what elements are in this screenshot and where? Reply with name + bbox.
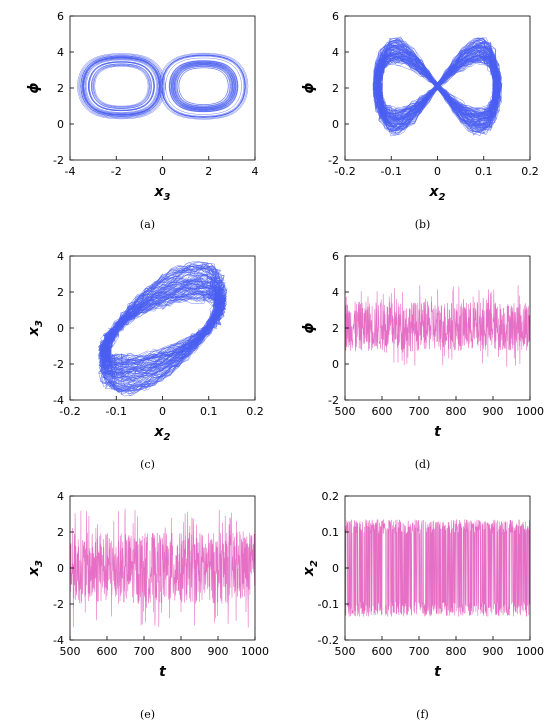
x-axis-label: x2 (154, 424, 171, 443)
x-tick-label: 500 (335, 645, 356, 658)
y-tick-label: 4 (332, 46, 339, 59)
chart-svg-b: -0.2 -0.1 0 0.1 0.2 -2 0 2 4 6 x2 ϕ (301, 10, 539, 203)
x-tick-label: 900 (483, 645, 504, 658)
y-tick-label: 6 (57, 10, 64, 23)
x-tick-label: 800 (171, 645, 192, 658)
y-tick-label: 6 (332, 10, 339, 23)
chart-panel-a: -4 -2 0 2 4 -2 0 2 4 6 x3 ϕ (0, 0, 275, 215)
chart-panel-d: 500 600 700 800 900 1000 -2 0 2 4 6 t ϕ (275, 240, 550, 455)
y-tick-label: 0.1 (322, 526, 340, 539)
series-line (372, 36, 503, 137)
x-tick-label: 600 (372, 645, 393, 658)
x-axis-label: x3 (154, 184, 171, 203)
y-tick-label: 2 (332, 322, 339, 335)
x-tick-label: 0 (159, 405, 166, 418)
x-tick-label: 0.1 (200, 405, 218, 418)
x-axis-label: t (159, 664, 167, 680)
chart-svg-c: -0.2 -0.1 0 0.1 0.2 -4 -2 0 2 4 x2 x3 (26, 250, 264, 443)
y-tick-label: -2 (53, 598, 64, 611)
chart-svg-f: 500 600 700 800 900 1000 -0.2 -0.1 0 0.1 0.2 t x2 (301, 490, 544, 680)
x-tick-label: 500 (60, 645, 81, 658)
chart-panel-e: 500 600 700 800 900 1000 -4 -2 0 2 4 t x3 (0, 480, 275, 695)
y-tick-label: 4 (332, 286, 339, 299)
x-tick-label: -0.1 (106, 405, 127, 418)
x-tick-label: 600 (97, 645, 118, 658)
series-line (345, 519, 530, 617)
y-tick-label: -2 (328, 154, 339, 167)
x-tick-label: 0 (434, 165, 441, 178)
x-tick-label: 1000 (516, 645, 544, 658)
y-axis-label: x2 (301, 560, 320, 577)
x-axis-label: x2 (429, 184, 446, 203)
x-axis-label: t (434, 664, 442, 680)
x-tick-label: 900 (483, 405, 504, 418)
panel-caption: (e) (139, 708, 156, 721)
panel-caption: (f) (416, 708, 429, 721)
x-tick-label: -4 (65, 165, 76, 178)
y-tick-label: -2 (328, 394, 339, 407)
y-tick-label: 4 (57, 250, 64, 263)
x-tick-label: 800 (446, 645, 467, 658)
x-tick-label: 4 (252, 165, 259, 178)
y-tick-label: 4 (57, 490, 64, 503)
series-line (97, 261, 228, 397)
y-tick-label: 0.2 (322, 490, 340, 503)
x-tick-label: 0 (159, 165, 166, 178)
x-tick-label: 2 (205, 165, 212, 178)
panel-caption: (a) (139, 218, 156, 231)
y-tick-label: 0 (332, 118, 339, 131)
y-tick-label: 0 (57, 118, 64, 131)
y-tick-label: -2 (53, 154, 64, 167)
y-tick-label: 0 (57, 562, 64, 575)
x-tick-label: 1000 (241, 645, 269, 658)
y-tick-label: 0 (57, 322, 64, 335)
chart-svg-d: 500 600 700 800 900 1000 -2 0 2 4 6 t ϕ (301, 250, 544, 440)
x-tick-label: 0.2 (246, 405, 264, 418)
panel-caption: (d) (414, 458, 431, 471)
x-tick-label: 700 (409, 405, 430, 418)
y-tick-label: -4 (53, 394, 64, 407)
x-tick-label: -0.2 (59, 405, 80, 418)
x-tick-label: -2 (111, 165, 122, 178)
y-tick-label: 0 (332, 562, 339, 575)
y-tick-label: -0.1 (318, 598, 339, 611)
panel-caption: (c) (140, 458, 155, 471)
x-tick-label: 800 (446, 405, 467, 418)
y-tick-label: -0.2 (318, 634, 339, 647)
y-tick-label: 4 (57, 46, 64, 59)
y-tick-label: 0 (332, 358, 339, 371)
series-line (77, 52, 249, 120)
x-tick-label: 0.2 (521, 165, 539, 178)
x-tick-label: 600 (372, 405, 393, 418)
x-tick-label: 900 (208, 645, 229, 658)
y-tick-label: 6 (332, 250, 339, 263)
x-tick-label: 0.1 (475, 165, 493, 178)
panel-caption: (b) (414, 218, 431, 231)
y-axis-label: x3 (26, 320, 45, 337)
y-axis-label: ϕ (26, 82, 42, 93)
x-tick-label: -0.1 (381, 165, 402, 178)
y-tick-label: 2 (57, 526, 64, 539)
y-axis-label: ϕ (301, 322, 317, 333)
y-tick-label: -4 (53, 634, 64, 647)
series-line (345, 285, 530, 367)
y-tick-label: 2 (332, 82, 339, 95)
y-tick-label: 2 (57, 82, 64, 95)
y-tick-label: 2 (57, 286, 64, 299)
y-tick-label: -2 (53, 358, 64, 371)
y-axis-label: x3 (26, 560, 45, 577)
x-tick-label: 1000 (516, 405, 544, 418)
x-tick-label: 700 (409, 645, 430, 658)
chart-panel-b: -0.2 -0.1 0 0.1 0.2 -2 0 2 4 6 x2 ϕ (275, 0, 550, 215)
chart-svg-e: 500 600 700 800 900 1000 -4 -2 0 2 4 t x3 (26, 490, 269, 680)
x-tick-label: 500 (335, 405, 356, 418)
chart-panel-c: -0.2 -0.1 0 0.1 0.2 -4 -2 0 2 4 x2 x3 (0, 240, 275, 455)
chart-panel-f: 500 600 700 800 900 1000 -0.2 -0.1 0 0.1 0.2 t x2 (275, 480, 550, 695)
x-tick-label: 700 (134, 645, 155, 658)
x-axis-label: t (434, 424, 442, 440)
x-tick-label: -0.2 (334, 165, 355, 178)
series-line (70, 508, 255, 628)
y-axis-label: ϕ (301, 82, 317, 93)
